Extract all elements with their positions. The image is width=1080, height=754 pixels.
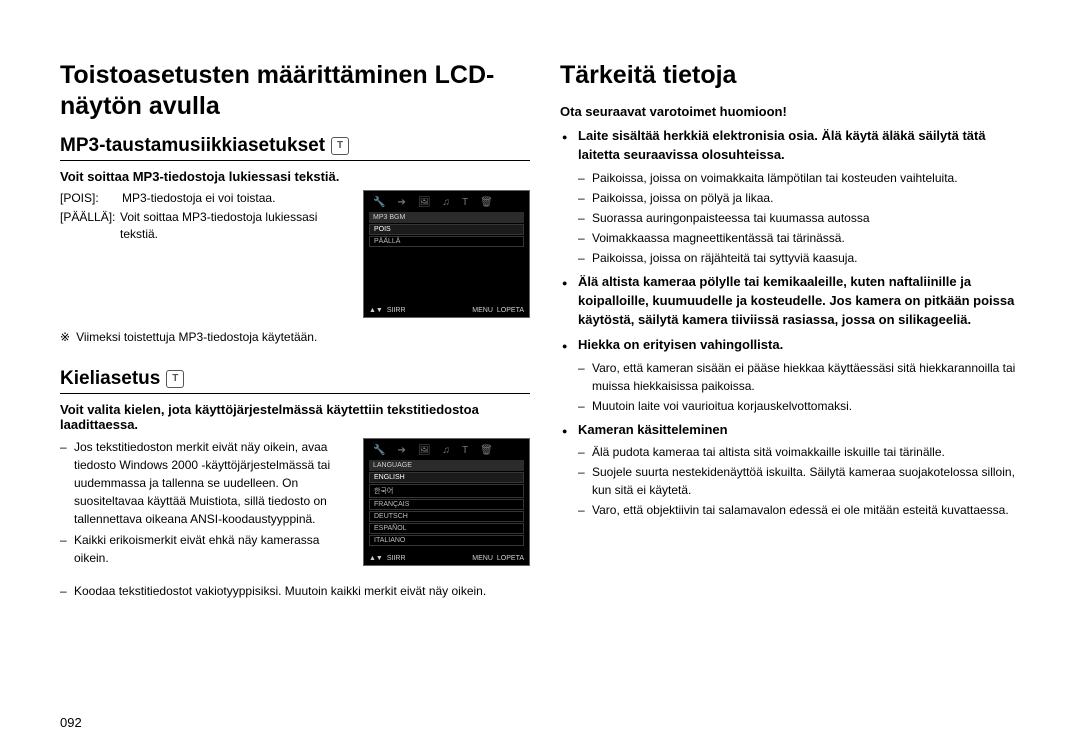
list-item: Älä altista kameraa pölylle tai kemikaal… xyxy=(560,273,1030,330)
lcd-tab-icon: 🗑 xyxy=(480,197,493,208)
sub-item: Muutoin laite voi vaurioitua korjauskelv… xyxy=(578,397,1030,415)
updown-icon: ▲▼ xyxy=(369,555,383,562)
item-head: Kameran käsitteleminen xyxy=(578,421,1030,440)
mp3-val-off: MP3-tiedostoja ei voi toistaa. xyxy=(122,190,275,207)
item-head: Hiekka on erityisen vahingollista. xyxy=(578,336,1030,355)
lcd-footer-move: SIIRR xyxy=(387,555,406,562)
lang-heading-text: Kieliasetus xyxy=(60,368,160,390)
sub-item: Varo, että objektiivin tai salamavalon e… xyxy=(578,501,1030,519)
list-item: Kameran käsitteleminen Älä pudota kamera… xyxy=(560,421,1030,520)
lcd-tab-icon: 🗑 xyxy=(480,445,493,456)
mp3-settings-text: [POIS]: MP3-tiedostoja ei voi toistaa. [… xyxy=(60,190,351,246)
mp3-val-on: Voit soittaa MP3-tiedostoja lukiessasi t… xyxy=(120,209,351,244)
lcd-lang-screenshot: 🔧 ➔ 🖼 ♫ T 🗑 LANGUAGE ENGLISH 한국어 FRANÇAI… xyxy=(363,438,530,566)
sub-item: Paikoissa, joissa on räjähteitä tai sytt… xyxy=(578,249,1030,267)
mp3-note: ※ Viimeksi toistettuja MP3-tiedostoja kä… xyxy=(60,330,530,344)
sub-item: Suojele suurta nestekidenäyttöä iskuilta… xyxy=(578,463,1030,499)
page-title-left: Toistoasetusten määrittäminen LCD-näytön… xyxy=(60,60,530,123)
lcd-tab-icon: 🖼 xyxy=(418,197,431,208)
lcd-footer-exit: LOPETA xyxy=(497,307,524,314)
item-head: Älä altista kameraa pölylle tai kemikaal… xyxy=(578,273,1030,330)
lcd-tab-icon: ♫ xyxy=(443,197,451,208)
lcd-footer-exit: LOPETA xyxy=(497,555,524,562)
lcd-lang-opt: ESPAÑOL xyxy=(369,523,524,534)
lang-bullet: Kaikki erikoismerkit eivät ehkä näy kame… xyxy=(60,531,351,567)
page-title-right: Tärkeitä tietoja xyxy=(560,60,1030,91)
text-mode-icon: T xyxy=(166,370,184,388)
page-number: 092 xyxy=(60,715,82,730)
mp3-heading-text: MP3-taustamusiikkiasetukset xyxy=(60,135,325,157)
lang-section-heading: Kieliasetus T xyxy=(60,368,530,394)
lcd-mp3-screenshot: 🔧 ➔ 🖼 ♫ T 🗑 MP3 BGM POIS PÄÄLLÄ ▲▼SIIRR … xyxy=(363,190,530,318)
lcd-lang-opt: 한국어 xyxy=(369,484,524,498)
lcd-mp3-opt: POIS xyxy=(369,224,524,235)
sub-item: Varo, että kameran sisään ei pääse hiekk… xyxy=(578,359,1030,395)
lcd-tab-icon: T xyxy=(462,197,468,208)
lcd-mp3-title: MP3 BGM xyxy=(369,212,524,223)
lcd-tab-icon: ➔ xyxy=(397,197,405,208)
precautions-list: Laite sisältää herkkiä elektronisia osia… xyxy=(560,127,1030,519)
lcd-mp3-opt: PÄÄLLÄ xyxy=(369,236,524,247)
updown-icon: ▲▼ xyxy=(369,307,383,314)
list-item: Laite sisältää herkkiä elektronisia osia… xyxy=(560,127,1030,267)
mp3-key-on: [PÄÄLLÄ]: xyxy=(60,209,120,244)
lcd-lang-opt: ITALIANO xyxy=(369,535,524,546)
sub-item: Voimakkaassa magneettikentässä tai tärin… xyxy=(578,229,1030,247)
lcd-footer-menu: MENU xyxy=(472,307,493,314)
lang-bullet: Jos tekstitiedoston merkit eivät näy oik… xyxy=(60,438,351,528)
sub-item: Älä pudota kameraa tai altista sitä voim… xyxy=(578,443,1030,461)
lang-bullet: Koodaa tekstitiedostot vakiotyyppisiksi.… xyxy=(60,582,530,600)
sub-item: Suorassa auringonpaisteessa tai kuumassa… xyxy=(578,209,1030,227)
lcd-lang-opt: DEUTSCH xyxy=(369,511,524,522)
lcd-lang-opt: ENGLISH xyxy=(369,472,524,483)
mp3-note-text: Viimeksi toistettuja MP3-tiedostoja käyt… xyxy=(76,330,317,344)
item-head: Laite sisältää herkkiä elektronisia osia… xyxy=(578,127,1030,165)
note-symbol-icon: ※ xyxy=(60,330,70,344)
lcd-tab-icon: T xyxy=(462,445,468,456)
mp3-key-off: [POIS]: xyxy=(60,190,122,207)
lcd-tab-icon: ♫ xyxy=(443,445,451,456)
lang-bullets-cont: Koodaa tekstitiedostot vakiotyyppisiksi.… xyxy=(60,582,530,600)
lcd-footer-menu: MENU xyxy=(472,555,493,562)
lcd-lang-opt: FRANÇAIS xyxy=(369,499,524,510)
right-intro: Ota seuraavat varotoimet huomioon! xyxy=(560,103,1030,121)
sub-item: Paikoissa, joissa on pölyä ja likaa. xyxy=(578,189,1030,207)
lang-bullets: Jos tekstitiedoston merkit eivät näy oik… xyxy=(60,438,351,570)
lcd-footer-move: SIIRR xyxy=(387,307,406,314)
sub-item: Paikoissa, joissa on voimakkaita lämpöti… xyxy=(578,169,1030,187)
lcd-tab-icon: ➔ xyxy=(397,445,405,456)
mp3-section-heading: MP3-taustamusiikkiasetukset T xyxy=(60,135,530,161)
lcd-tab-icon: 🔧 xyxy=(373,197,385,208)
list-item: Hiekka on erityisen vahingollista. Varo,… xyxy=(560,336,1030,415)
lcd-tab-icon: 🔧 xyxy=(373,445,385,456)
text-mode-icon: T xyxy=(331,137,349,155)
lcd-tab-icon: 🖼 xyxy=(418,445,431,456)
lcd-lang-title: LANGUAGE xyxy=(369,460,524,471)
mp3-intro: Voit soittaa MP3-tiedostoja lukiessasi t… xyxy=(60,169,530,184)
lang-intro: Voit valita kielen, jota käyttöjärjestel… xyxy=(60,402,530,432)
